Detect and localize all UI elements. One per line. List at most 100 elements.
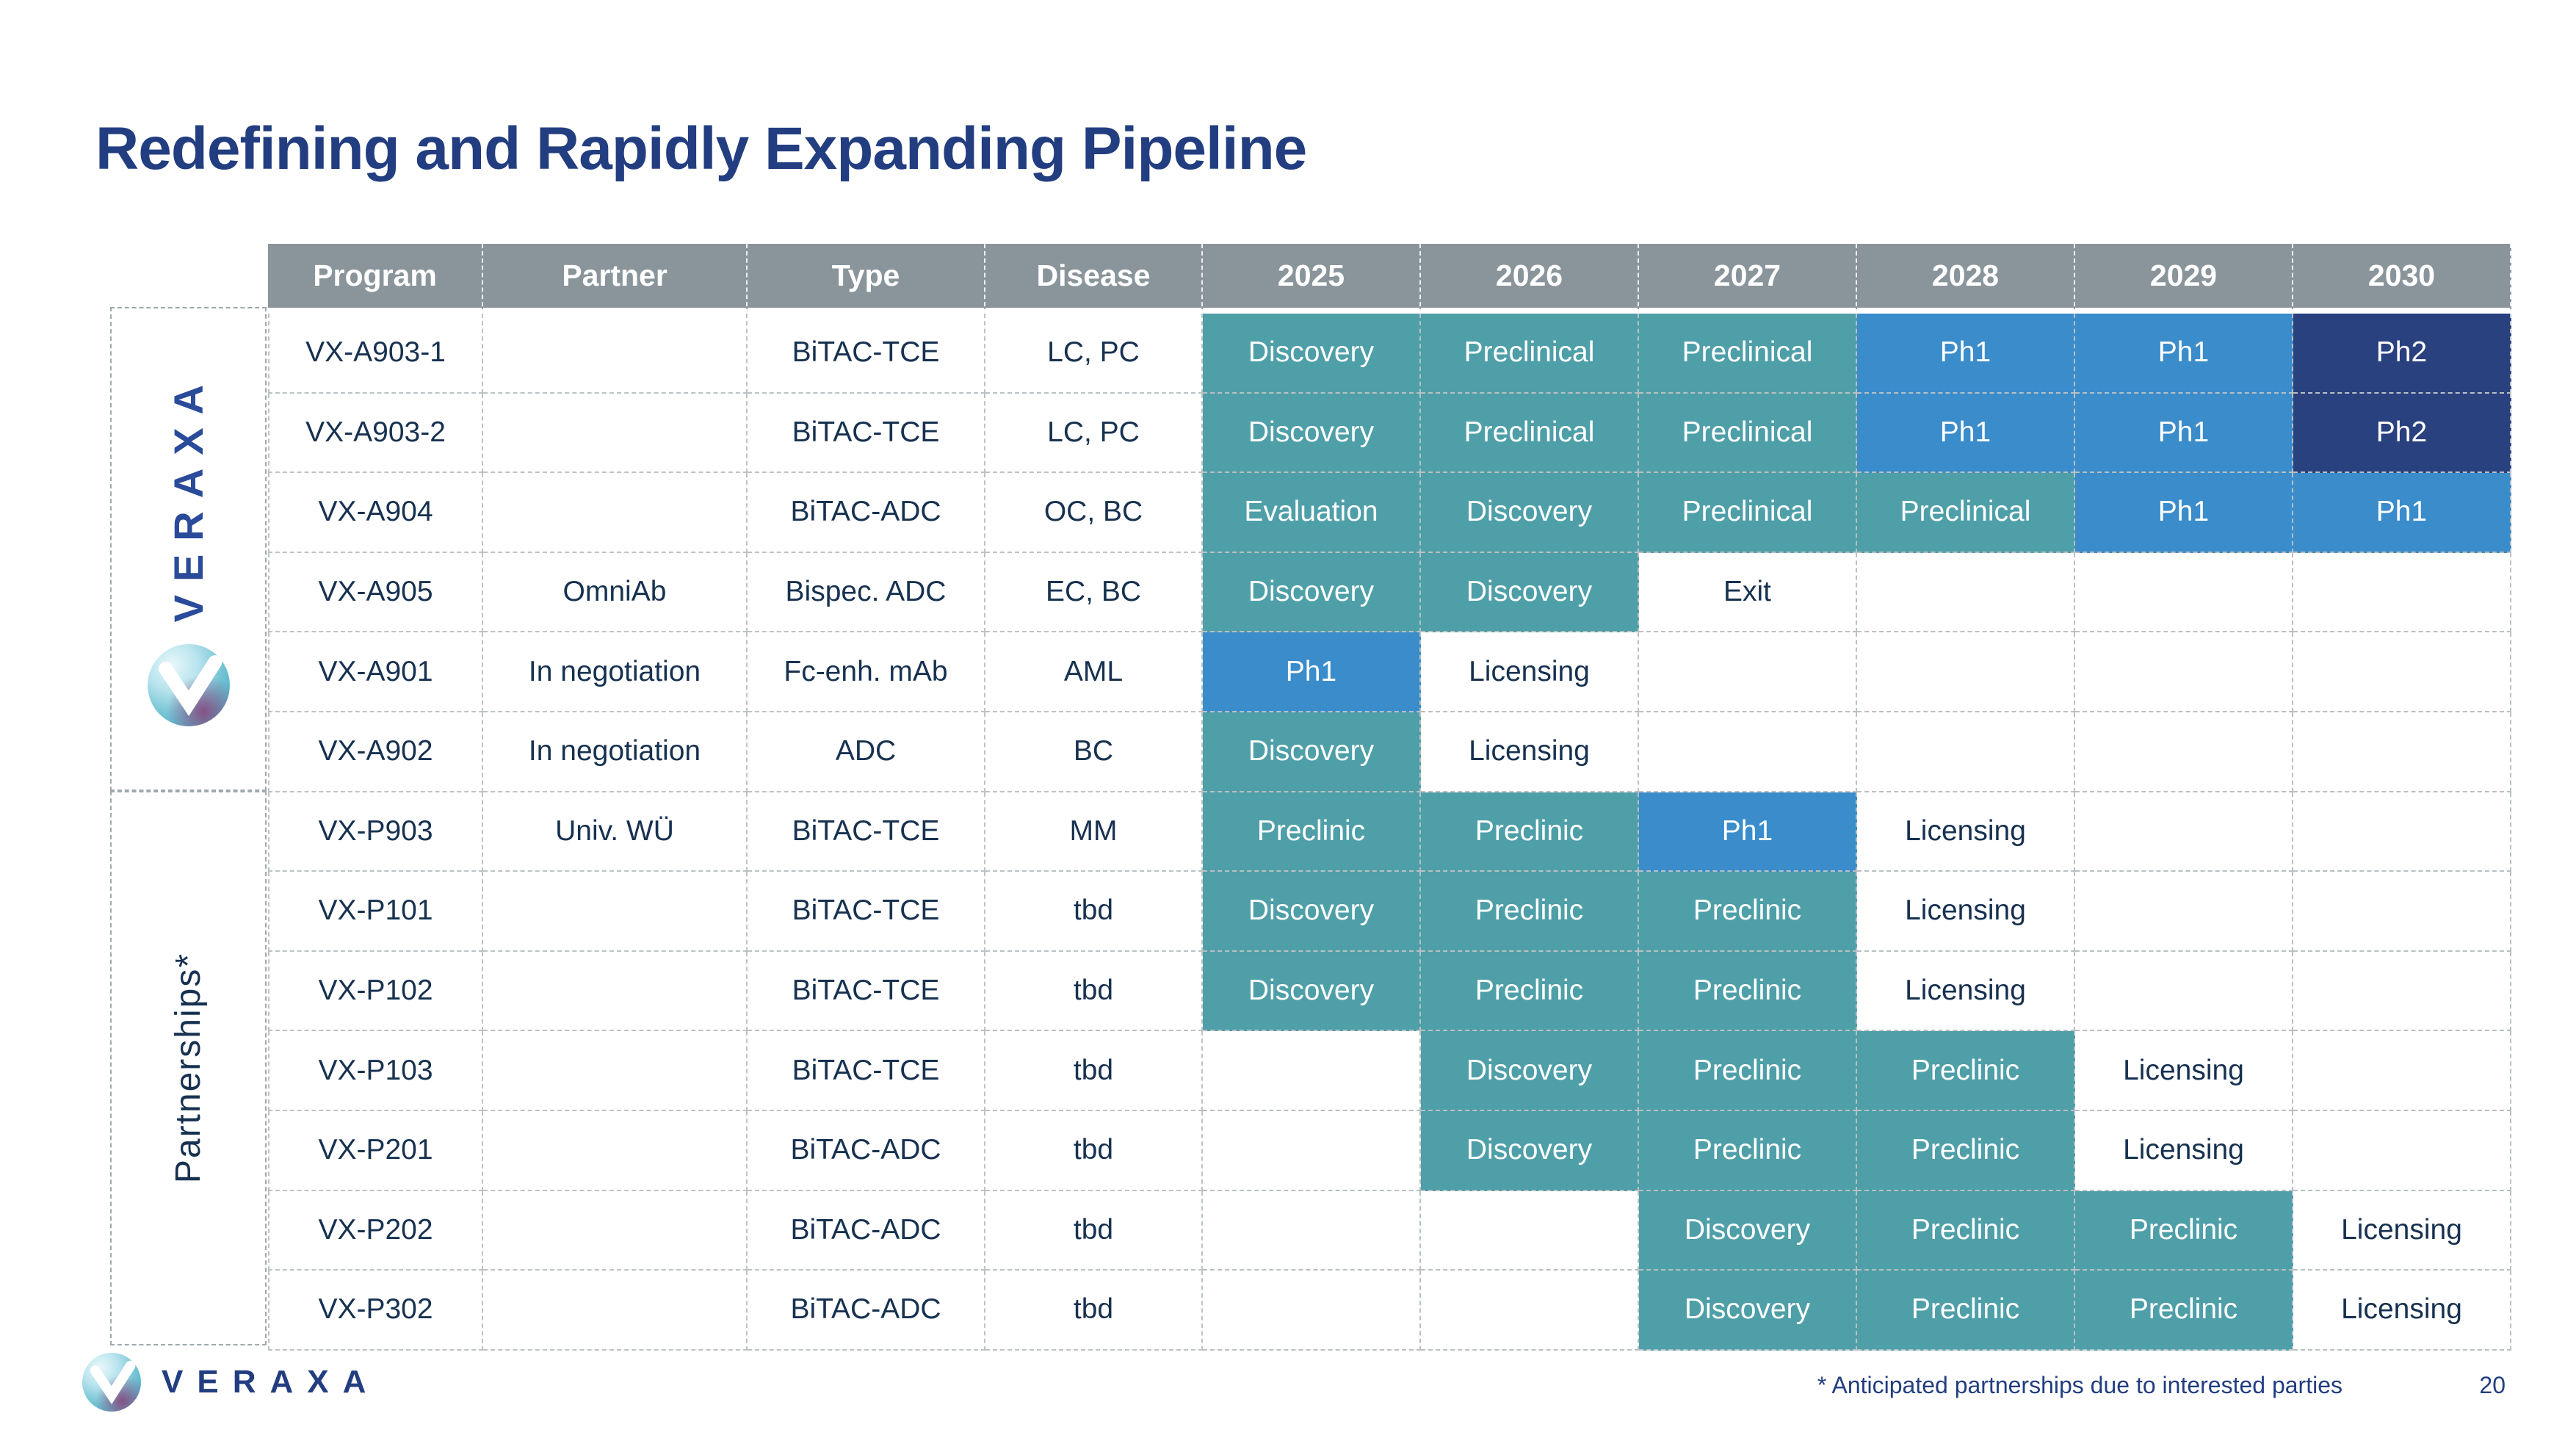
- type-cell: ADC: [748, 712, 985, 792]
- disease-cell: AML: [985, 632, 1203, 712]
- partner-cell: OmniAb: [483, 552, 748, 633]
- stage-cell: [2293, 552, 2511, 633]
- type-cell: Fc-enh. mAb: [748, 632, 985, 712]
- program-cell: VX-A903-2: [268, 393, 483, 474]
- program-cell: VX-P903: [268, 792, 483, 872]
- program-cell: VX-P101: [268, 872, 483, 952]
- stage-cell: Discovery: [1203, 314, 1421, 394]
- stage-cell: Preclinic: [2075, 1271, 2293, 1351]
- partner-cell: [483, 951, 748, 1032]
- header-cell-2028: 2028: [1857, 244, 2075, 314]
- stage-cell: Preclinic: [2075, 1190, 2293, 1271]
- stage-cell: Preclinical: [1857, 473, 2075, 553]
- stage-cell: [1857, 712, 2075, 792]
- type-cell: BiTAC-TCE: [748, 872, 985, 952]
- stage-cell: Preclinic: [1203, 792, 1421, 872]
- stage-cell: Ph2: [2293, 314, 2511, 394]
- stage-cell: Licensing: [1857, 951, 2075, 1032]
- stage-cell: Preclinic: [1421, 792, 1639, 872]
- stage-cell: Licensing: [2075, 1031, 2293, 1111]
- sidebar-group-partnerships: Partnerships*: [110, 791, 267, 1345]
- stage-cell: [1203, 1190, 1421, 1271]
- header-cell-type: Type: [748, 244, 985, 314]
- veraxa-wordmark: VERAXA: [162, 1364, 380, 1400]
- stage-cell: Discovery: [1203, 712, 1421, 792]
- type-cell: Bispec. ADC: [748, 552, 985, 633]
- disease-cell: tbd: [985, 872, 1203, 952]
- stage-cell: Discovery: [1639, 1271, 1857, 1351]
- stage-cell: [2075, 552, 2293, 633]
- stage-cell: Licensing: [2293, 1190, 2511, 1271]
- partner-cell: [483, 1110, 748, 1191]
- disease-cell: LC, PC: [985, 314, 1203, 394]
- stage-cell: [2075, 792, 2293, 872]
- partner-cell: In negotiation: [483, 632, 748, 712]
- type-cell: BiTAC-ADC: [748, 473, 985, 553]
- stage-cell: Preclinic: [1857, 1031, 2075, 1111]
- stage-cell: Preclinic: [1421, 951, 1639, 1032]
- partner-cell: [483, 473, 748, 553]
- veraxa-orb-icon: [147, 644, 230, 727]
- program-cell: VX-P302: [268, 1271, 483, 1351]
- type-cell: BiTAC-ADC: [748, 1110, 985, 1191]
- stage-cell: [2293, 872, 2511, 952]
- program-cell: VX-A903-1: [268, 314, 483, 394]
- partner-cell: Univ. WÜ: [483, 792, 748, 872]
- disease-cell: EC, BC: [985, 552, 1203, 633]
- stage-cell: [1857, 552, 2075, 633]
- stage-cell: [2293, 1031, 2511, 1111]
- stage-cell: Licensing: [2293, 1271, 2511, 1351]
- stage-cell: Licensing: [1857, 872, 2075, 952]
- stage-cell: Preclinical: [1421, 314, 1639, 394]
- page-title: Redefining and Rapidly Expanding Pipelin…: [95, 115, 1307, 182]
- stage-cell: [2075, 712, 2293, 792]
- stage-cell: Ph1: [2075, 393, 2293, 474]
- stage-cell: Ph1: [2293, 473, 2511, 553]
- disease-cell: tbd: [985, 1190, 1203, 1271]
- partner-cell: [483, 1031, 748, 1111]
- stage-cell: Discovery: [1421, 1031, 1639, 1111]
- stage-cell: [2293, 792, 2511, 872]
- stage-cell: Preclinic: [1421, 872, 1639, 952]
- stage-cell: Discovery: [1421, 552, 1639, 633]
- stage-cell: Ph1: [1857, 314, 2075, 394]
- stage-cell: Ph1: [1203, 632, 1421, 712]
- stage-cell: [2075, 872, 2293, 952]
- partner-cell: [483, 872, 748, 952]
- stage-cell: Licensing: [1421, 632, 1639, 712]
- program-cell: VX-P102: [268, 951, 483, 1032]
- stage-cell: [2293, 632, 2511, 712]
- stage-cell: Ph1: [1639, 792, 1857, 872]
- header-cell-2026: 2026: [1421, 244, 1639, 314]
- footer-logo: VERAXA: [82, 1353, 380, 1412]
- stage-cell: Preclinical: [1421, 393, 1639, 474]
- veraxa-vertical-wordmark: VERAXA: [165, 371, 211, 623]
- stage-cell: Ph1: [2075, 314, 2293, 394]
- type-cell: BiTAC-TCE: [748, 792, 985, 872]
- partner-cell: [483, 314, 748, 394]
- stage-cell: Preclinic: [1639, 951, 1857, 1032]
- stage-cell: Preclinical: [1639, 393, 1857, 474]
- type-cell: BiTAC-TCE: [748, 314, 985, 394]
- disease-cell: tbd: [985, 1110, 1203, 1191]
- disease-cell: OC, BC: [985, 473, 1203, 553]
- stage-cell: [1421, 1271, 1639, 1351]
- header-cell-2025: 2025: [1203, 244, 1421, 314]
- type-cell: BiTAC-TCE: [748, 1031, 985, 1111]
- stage-cell: Preclinical: [1639, 314, 1857, 394]
- partnerships-vertical-label: Partnerships*: [169, 953, 208, 1184]
- veraxa-orb-icon: [82, 1353, 141, 1412]
- partner-cell: [483, 1271, 748, 1351]
- disease-cell: tbd: [985, 1271, 1203, 1351]
- partner-cell: In negotiation: [483, 712, 748, 792]
- stage-cell: Ph2: [2293, 393, 2511, 474]
- stage-cell: Exit: [1639, 552, 1857, 633]
- header-cell-2030: 2030: [2293, 244, 2511, 314]
- stage-cell: [1203, 1110, 1421, 1191]
- header-cell-2027: 2027: [1639, 244, 1857, 314]
- stage-cell: Licensing: [1421, 712, 1639, 792]
- stage-cell: Preclinic: [1639, 1031, 1857, 1111]
- program-cell: VX-P202: [268, 1190, 483, 1271]
- stage-cell: Licensing: [1857, 792, 2075, 872]
- disease-cell: MM: [985, 792, 1203, 872]
